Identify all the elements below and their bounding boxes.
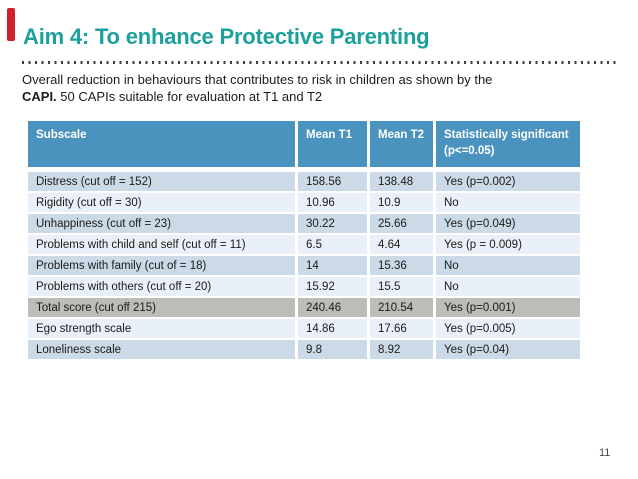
table-row: Problems with family (cut of = 18) 14 15… — [28, 256, 580, 277]
cell-mean-t2: 17.66 — [370, 319, 436, 340]
cell-subscale: Rigidity (cut off = 30) — [28, 193, 298, 214]
cell-significant: Yes (p=0.005) — [436, 319, 580, 340]
cell-significant: Yes (p=0.04) — [436, 340, 580, 361]
capi-results-table: Subscale Mean T1 Mean T2 Statistically s… — [28, 121, 580, 361]
table-row: Rigidity (cut off = 30) 10.96 10.9 No — [28, 193, 580, 214]
red-accent-tag — [7, 8, 15, 41]
table-row: Unhappiness (cut off = 23) 30.22 25.66 Y… — [28, 214, 580, 235]
cell-significant: No — [436, 256, 580, 277]
cell-mean-t1: 30.22 — [298, 214, 370, 235]
cell-mean-t1: 6.5 — [298, 235, 370, 256]
table-row: Problems with others (cut off = 20) 15.9… — [28, 277, 580, 298]
cell-significant: Yes (p=0.001) — [436, 298, 580, 319]
table-row: Distress (cut off = 152) 158.56 138.48 Y… — [28, 172, 580, 193]
table-row: Loneliness scale 9.8 8.92 Yes (p=0.04) — [28, 340, 580, 361]
cell-mean-t2: 210.54 — [370, 298, 436, 319]
cell-mean-t2: 138.48 — [370, 172, 436, 193]
intro-line1: Overall reduction in behaviours that con… — [22, 72, 493, 87]
cell-subscale: Problems with family (cut of = 18) — [28, 256, 298, 277]
header-significant: Statistically significant (p<=0.05) — [436, 121, 580, 172]
cell-significant: No — [436, 193, 580, 214]
table-row: Ego strength scale 14.86 17.66 Yes (p=0.… — [28, 319, 580, 340]
cell-subscale: Unhappiness (cut off = 23) — [28, 214, 298, 235]
cell-significant: Yes (p = 0.009) — [436, 235, 580, 256]
cell-mean-t1: 14 — [298, 256, 370, 277]
cell-mean-t2: 25.66 — [370, 214, 436, 235]
cell-mean-t1: 9.8 — [298, 340, 370, 361]
header-subscale: Subscale — [28, 121, 298, 172]
cell-subscale: Ego strength scale — [28, 319, 298, 340]
cell-subscale: Problems with child and self (cut off = … — [28, 235, 298, 256]
cell-subscale: Problems with others (cut off = 20) — [28, 277, 298, 298]
cell-subscale: Total score (cut off 215) — [28, 298, 298, 319]
cell-mean-t1: 15.92 — [298, 277, 370, 298]
intro-line2: 50 CAPIs suitable for evaluation at T1 a… — [60, 88, 323, 104]
cell-significant: Yes (p=0.049) — [436, 214, 580, 235]
header-mean-t1: Mean T1 — [298, 121, 370, 172]
cell-significant: No — [436, 277, 580, 298]
intro-text: Overall reduction in behaviours that con… — [22, 72, 607, 105]
table-header-row: Subscale Mean T1 Mean T2 Statistically s… — [28, 121, 580, 172]
cell-mean-t1: 158.56 — [298, 172, 370, 193]
intro-bold-capi: CAPI. — [22, 88, 57, 104]
table-row-total: Total score (cut off 215) 240.46 210.54 … — [28, 298, 580, 319]
slide-title: Aim 4: To enhance Protective Parenting — [23, 24, 430, 49]
cell-mean-t2: 15.36 — [370, 256, 436, 277]
cell-mean-t1: 14.86 — [298, 319, 370, 340]
page-number: 11 — [599, 447, 611, 459]
table-row: Problems with child and self (cut off = … — [28, 235, 580, 256]
title-underline-dotted — [22, 61, 617, 64]
header-mean-t2: Mean T2 — [370, 121, 436, 172]
cell-subscale: Distress (cut off = 152) — [28, 172, 298, 193]
cell-mean-t2: 15.5 — [370, 277, 436, 298]
cell-mean-t1: 240.46 — [298, 298, 370, 319]
cell-mean-t2: 10.9 — [370, 193, 436, 214]
cell-subscale: Loneliness scale — [28, 340, 298, 361]
cell-mean-t1: 10.96 — [298, 193, 370, 214]
cell-significant: Yes (p=0.002) — [436, 172, 580, 193]
cell-mean-t2: 8.92 — [370, 340, 436, 361]
cell-mean-t2: 4.64 — [370, 235, 436, 256]
